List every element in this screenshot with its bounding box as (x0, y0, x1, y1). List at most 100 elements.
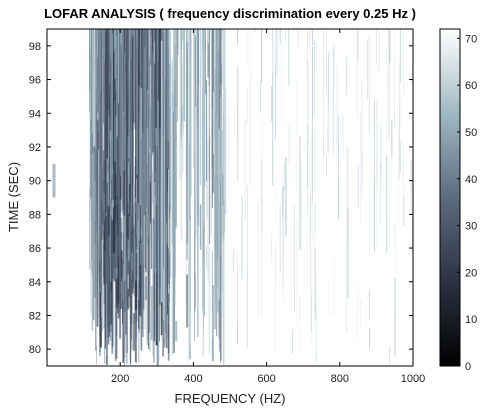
spectral-line (128, 29, 130, 67)
spectral-line (149, 175, 151, 352)
spectral-line (153, 29, 156, 64)
spectral-line (122, 29, 124, 301)
spectral-line (394, 29, 395, 110)
spectral-line (95, 147, 97, 351)
spectral-line (333, 44, 335, 145)
spectral-line (275, 248, 276, 354)
x-tick-label: 200 (111, 373, 129, 385)
spectral-line (167, 306, 169, 338)
spectral-line (166, 29, 168, 79)
spectral-line (165, 29, 168, 195)
spectral-line (386, 47, 387, 144)
spectral-line (361, 80, 363, 195)
spectral-line (124, 280, 126, 313)
spectral-line (271, 85, 273, 122)
spectral-line (153, 29, 156, 42)
spectral-line (112, 29, 114, 34)
spectral-line (357, 29, 358, 119)
spectral-line (107, 29, 110, 147)
spectral-line (169, 29, 171, 211)
spectral-line (183, 29, 186, 122)
spectral-line (165, 29, 167, 215)
spectral-line (120, 218, 122, 239)
spectral-line (376, 152, 378, 249)
spectral-line (314, 200, 316, 235)
spectral-line (222, 29, 224, 86)
spectral-line (52, 163, 56, 198)
spectral-line (143, 29, 146, 134)
spectral-line (194, 109, 197, 236)
spectral-line (281, 29, 282, 31)
spectral-line (326, 29, 328, 98)
spectral-line (108, 286, 110, 345)
spectral-line (261, 226, 263, 316)
spectral-line (135, 29, 137, 89)
spectral-line (132, 188, 133, 249)
spectral-line (118, 256, 120, 305)
spectral-line (125, 71, 126, 358)
spectral-line (145, 212, 147, 273)
spectral-line (92, 152, 95, 321)
spectral-line (108, 73, 110, 333)
spectral-line (309, 29, 311, 67)
spectral-line (296, 81, 298, 192)
spectral-line (99, 260, 101, 356)
y-tick-label: 80 (29, 344, 41, 356)
spectral-line (337, 115, 339, 204)
spectral-line (136, 271, 138, 322)
spectral-line (342, 114, 344, 134)
spectral-line (106, 29, 109, 159)
spectral-line (313, 131, 315, 193)
spectral-line (313, 205, 315, 324)
heatmap-layer (52, 29, 413, 366)
spectral-line (218, 129, 220, 300)
spectral-line (219, 181, 221, 363)
spectral-line (271, 233, 272, 263)
spectral-line (188, 29, 190, 143)
spectral-line (311, 114, 313, 203)
spectral-line (102, 150, 105, 192)
spectral-line (237, 69, 239, 182)
spectral-line (146, 29, 149, 90)
spectral-line (272, 29, 274, 78)
spectral-line (313, 39, 315, 116)
spectral-line (299, 294, 301, 348)
spectral-line (223, 29, 226, 202)
spectral-line (150, 125, 153, 269)
spectral-line (202, 29, 204, 196)
spectral-line (175, 320, 178, 342)
spectral-line (140, 138, 143, 230)
spectral-line (214, 68, 217, 264)
spectral-line (311, 247, 313, 342)
spectral-line (332, 115, 334, 136)
spectral-line (274, 64, 276, 141)
spectral-line (261, 119, 263, 205)
spectral-line (104, 29, 107, 213)
spectral-line (105, 231, 108, 284)
x-tick-label: 1000 (401, 373, 425, 385)
spectral-line (138, 304, 140, 363)
spectral-line (136, 29, 139, 175)
spectral-line (137, 202, 140, 276)
spectral-line (177, 29, 178, 122)
spectral-line (101, 182, 103, 332)
spectral-line (327, 283, 329, 315)
spectral-line (144, 47, 146, 330)
spectral-line (412, 212, 413, 253)
y-tick-label: 92 (29, 142, 41, 154)
spectral-line (130, 176, 132, 340)
spectral-line (131, 279, 133, 325)
colorbar-tick-label: 0 (465, 361, 471, 373)
spectral-line (197, 127, 199, 337)
spectral-line (103, 231, 105, 285)
spectral-line (138, 29, 141, 86)
spectral-line (116, 196, 118, 220)
spectral-line (137, 299, 140, 330)
spectral-line (310, 138, 312, 235)
spectral-line (360, 110, 362, 223)
spectral-line (158, 29, 161, 130)
spectral-line (181, 29, 184, 41)
spectral-line (311, 294, 312, 331)
spectral-line (104, 62, 105, 364)
